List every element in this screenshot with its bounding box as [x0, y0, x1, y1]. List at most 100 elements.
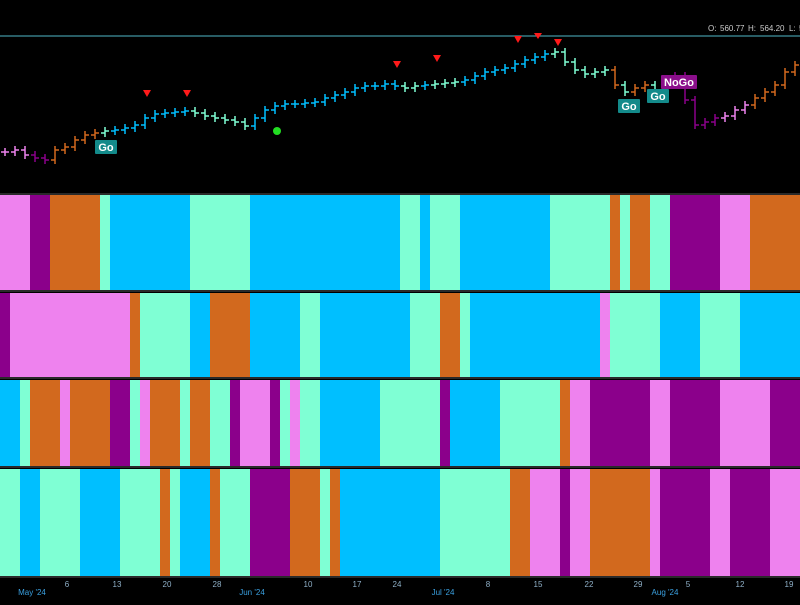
price-bar — [761, 88, 769, 102]
trend-segment — [570, 469, 590, 576]
price-bar — [791, 61, 799, 76]
trend-segment — [0, 469, 20, 576]
trend-segment — [210, 293, 250, 377]
trend-segment — [0, 380, 20, 466]
trend-segment — [450, 380, 500, 466]
trend-segment — [180, 380, 190, 466]
marker — [183, 90, 191, 97]
price-bar — [241, 118, 249, 130]
marker — [143, 90, 151, 97]
high-label: H: — [748, 24, 756, 33]
price-bar — [211, 112, 219, 122]
marker — [534, 33, 542, 39]
trend-segment — [730, 469, 770, 576]
x-axis-label: May '24 — [18, 588, 46, 597]
trend-segment — [300, 293, 320, 377]
price-bar — [421, 81, 429, 90]
price-bar — [221, 114, 229, 124]
trend-segment — [600, 293, 610, 377]
x-axis-label: 10 — [304, 580, 313, 589]
trend-segment — [250, 293, 300, 377]
price-bar — [91, 129, 99, 139]
price-bar — [21, 146, 29, 159]
trend-segment — [220, 469, 250, 576]
price-bar — [491, 66, 499, 76]
trend-segment — [70, 380, 110, 466]
price-bar — [551, 48, 559, 58]
trend-segment — [560, 469, 570, 576]
price-bar — [261, 106, 269, 122]
price-bar — [301, 99, 309, 108]
trend-segment — [10, 293, 130, 377]
price-bar — [271, 102, 279, 114]
trend-segment — [270, 380, 280, 466]
trend-segment — [300, 380, 320, 466]
trend-segment — [190, 380, 210, 466]
trend-segment — [620, 195, 630, 290]
signal-badge — [647, 89, 669, 103]
trend-segment — [460, 293, 470, 377]
price-bar — [441, 79, 449, 88]
trend-segment — [280, 380, 290, 466]
signal-badge — [95, 140, 117, 154]
price-bar — [411, 82, 419, 92]
trend-segment — [140, 380, 150, 466]
trend-segment — [130, 293, 140, 377]
trend-segment — [610, 293, 620, 377]
price-bar — [501, 64, 509, 74]
price-bar — [521, 56, 529, 68]
price-bar — [751, 94, 759, 109]
price-bar — [391, 80, 399, 90]
price-bar — [1, 148, 9, 156]
trend-segment — [420, 195, 430, 290]
trend-segment — [120, 469, 160, 576]
price-bar — [131, 121, 139, 132]
x-axis-label: 22 — [585, 580, 594, 589]
x-axis-label: 5 — [686, 580, 691, 589]
trend-segment — [700, 293, 740, 377]
open-label: O: — [708, 24, 716, 33]
price-bar — [11, 146, 19, 156]
trend-segment — [460, 195, 550, 290]
price-bar — [181, 107, 189, 116]
x-axis-label: 6 — [65, 580, 70, 589]
trend-segment — [110, 380, 130, 466]
trend-segment — [510, 469, 530, 576]
price-bar — [401, 82, 409, 92]
x-axis-label: 20 — [163, 580, 172, 589]
trend-segment — [160, 469, 170, 576]
marker — [554, 39, 562, 46]
price-bar — [631, 84, 639, 96]
trend-segment — [620, 293, 660, 377]
high-value: 564.20 — [760, 24, 785, 33]
price-bar — [381, 80, 389, 90]
price-bar — [101, 127, 109, 137]
price-bar — [771, 81, 779, 96]
trend-segment — [30, 195, 50, 290]
trend-segment — [550, 195, 610, 290]
trend-segment — [50, 195, 100, 290]
trend-segment — [250, 469, 290, 576]
trend-segment — [610, 195, 620, 290]
trend-segment — [710, 469, 730, 576]
sell-markers — [143, 33, 562, 97]
price-bar — [721, 112, 729, 122]
x-axis-label: 17 — [353, 580, 362, 589]
trend-segment — [380, 380, 440, 466]
price-bar — [701, 118, 709, 129]
trend-segment — [150, 380, 180, 466]
trend-segment — [30, 380, 60, 466]
trend-segment — [40, 469, 80, 576]
trend-segment — [190, 195, 250, 290]
trend-segment — [590, 469, 650, 576]
price-bar — [591, 68, 599, 78]
x-axis-label: 15 — [534, 580, 543, 589]
price-bar — [51, 146, 59, 164]
trend-segment — [670, 380, 720, 466]
trend-segment — [240, 380, 270, 466]
x-axis-label: 29 — [634, 580, 643, 589]
price-bar — [151, 110, 159, 122]
price-bar — [81, 131, 89, 144]
price-bar — [61, 143, 69, 154]
signal-label: Go — [621, 101, 637, 113]
